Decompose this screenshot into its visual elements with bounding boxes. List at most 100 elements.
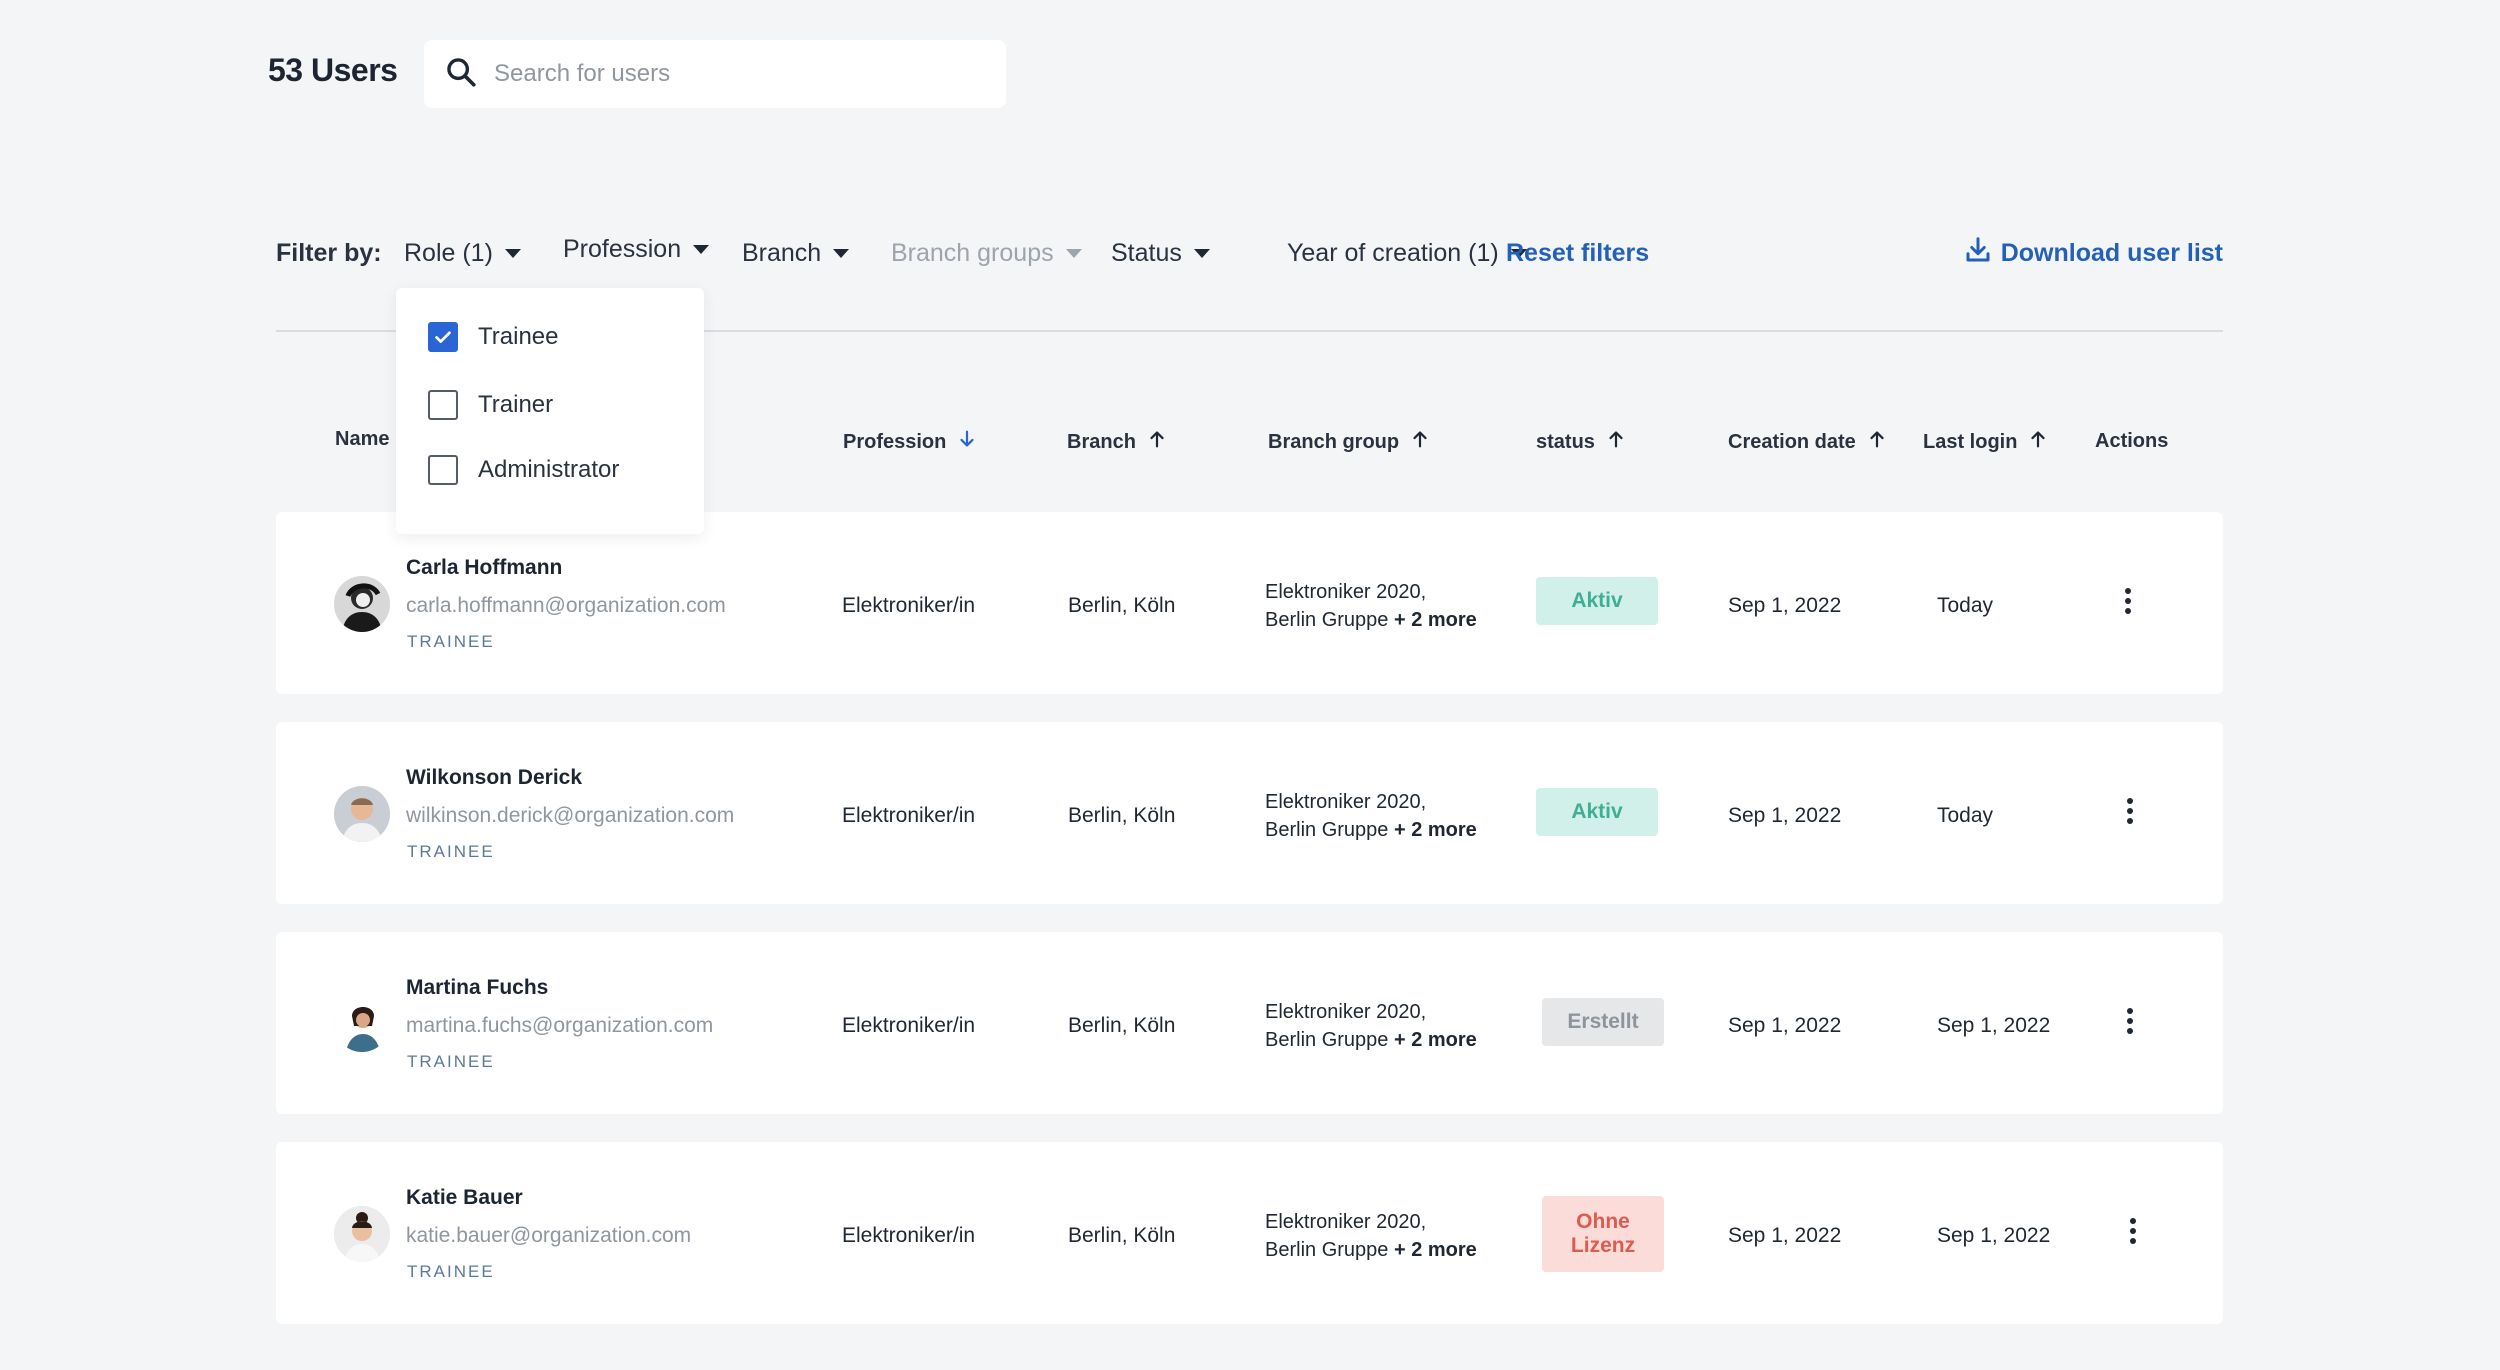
col-header-label: Name	[335, 428, 390, 450]
col-header-status[interactable]: status	[1536, 428, 1627, 456]
branch-group-line2: Berlin Gruppe	[1265, 1239, 1389, 1261]
filter-status-label: Status	[1111, 238, 1182, 267]
table-row[interactable]: Carla Hoffmann carla.hoffmann@organizati…	[276, 512, 2223, 694]
search-input[interactable]	[494, 60, 974, 88]
sort-up-icon[interactable]	[1595, 428, 1627, 456]
role-option-trainer[interactable]: Trainer	[428, 390, 553, 420]
user-name: Katie Bauer	[406, 1186, 523, 1209]
branch-cell: Berlin, Köln	[1068, 1014, 1176, 1037]
filter-profession[interactable]: Profession	[563, 235, 710, 264]
table-row[interactable]: Wilkonson Derick wilkinson.derick@organi…	[276, 722, 2223, 904]
filter-status[interactable]: Status	[1111, 239, 1210, 268]
branch-cell: Berlin, Köln	[1068, 594, 1176, 617]
col-header-creation-date[interactable]: Creation date	[1728, 428, 1888, 456]
avatar	[334, 576, 390, 632]
branch-group-cell: Elektroniker 2020, Berlin Gruppe + 2 mor…	[1265, 578, 1477, 634]
col-header-label: Creation date	[1728, 430, 1856, 453]
last-login-cell: Sep 1, 2022	[1937, 1014, 2051, 1037]
filter-year-of-creation[interactable]: Year of creation (1)	[1287, 239, 1527, 268]
col-header-actions: Actions	[2095, 430, 2168, 453]
last-login-cell: Today	[1937, 594, 1994, 617]
role-option-label: Administrator	[478, 456, 620, 483]
status-badge: Aktiv	[1536, 577, 1658, 625]
branch-cell: Berlin, Köln	[1068, 1224, 1176, 1247]
col-header-branch-group[interactable]: Branch group	[1268, 428, 1431, 456]
search-box[interactable]	[424, 40, 1006, 108]
last-login-cell: Sep 1, 2022	[1937, 1224, 2051, 1247]
branch-group-cell: Elektroniker 2020, Berlin Gruppe + 2 mor…	[1265, 1208, 1477, 1264]
search-icon	[444, 55, 478, 94]
more-actions-button[interactable]	[2119, 1216, 2147, 1250]
branch-group-more-link[interactable]: + 2 more	[1393, 819, 1477, 841]
caret-down-icon	[1193, 248, 1210, 258]
role-option-administrator[interactable]: Administrator	[428, 455, 619, 485]
branch-group-line1: Elektroniker 2020,	[1265, 581, 1427, 603]
checkbox-checked[interactable]	[428, 322, 458, 352]
sort-up-icon[interactable]	[1856, 428, 1888, 456]
creation-date-cell: Sep 1, 2022	[1728, 594, 1842, 617]
branch-cell: Berlin, Köln	[1068, 804, 1176, 827]
filter-role[interactable]: Role (1)	[404, 239, 521, 268]
role-option-trainee[interactable]: Trainee	[428, 322, 558, 352]
checkbox-unchecked[interactable]	[428, 455, 458, 485]
col-header-label: Profession	[843, 430, 947, 453]
col-header-name[interactable]: Name	[335, 428, 389, 451]
col-header-label: Branch	[1067, 430, 1136, 453]
filter-branch[interactable]: Branch	[742, 239, 850, 268]
user-role: TRAINEE	[407, 1262, 495, 1281]
filter-role-label: Role (1)	[404, 238, 493, 267]
role-option-label: Trainer	[478, 391, 554, 418]
sort-up-icon[interactable]	[1399, 428, 1431, 456]
sort-down-icon[interactable]	[946, 428, 978, 456]
checkbox-unchecked[interactable]	[428, 390, 458, 420]
profession-cell: Elektroniker/in	[842, 804, 976, 827]
profession-cell: Elektroniker/in	[842, 1224, 976, 1247]
filter-year-label: Year of creation (1)	[1287, 238, 1499, 267]
user-name: Martina Fuchs	[406, 976, 549, 999]
status-badge: Ohne Lizenz	[1542, 1196, 1664, 1272]
caret-down-icon	[1065, 248, 1082, 258]
creation-date-cell: Sep 1, 2022	[1728, 1224, 1842, 1247]
user-email: carla.hoffmann@organization.com	[406, 594, 726, 617]
reset-filters-link[interactable]: Reset filters	[1506, 238, 1650, 267]
download-user-list-link[interactable]: Download user list	[1963, 235, 2223, 272]
divider	[276, 330, 2223, 332]
filter-profession-label: Profession	[563, 235, 682, 263]
branch-group-line2: Berlin Gruppe	[1265, 819, 1389, 841]
branch-group-more-link[interactable]: + 2 more	[1393, 1239, 1477, 1261]
more-actions-button[interactable]	[2116, 1006, 2144, 1040]
creation-date-cell: Sep 1, 2022	[1728, 1014, 1842, 1037]
filter-branch-groups[interactable]: Branch groups	[891, 239, 1082, 268]
more-actions-button[interactable]	[2114, 586, 2142, 620]
user-role: TRAINEE	[407, 632, 495, 651]
user-count-title: 53 Users	[268, 52, 398, 88]
branch-group-more-link[interactable]: + 2 more	[1393, 1029, 1477, 1051]
branch-group-line1: Elektroniker 2020,	[1265, 1001, 1427, 1023]
branch-group-cell: Elektroniker 2020, Berlin Gruppe + 2 mor…	[1265, 998, 1477, 1054]
profession-cell: Elektroniker/in	[842, 1014, 976, 1037]
user-email: wilkinson.derick@organization.com	[406, 804, 735, 827]
table-row[interactable]: Katie Bauer katie.bauer@organization.com…	[276, 1142, 2223, 1324]
table-row[interactable]: Martina Fuchs martina.fuchs@organization…	[276, 932, 2223, 1114]
col-header-branch[interactable]: Branch	[1067, 428, 1168, 456]
table-header: Name Profession Branch Branch group stat…	[0, 428, 2500, 458]
user-role: TRAINEE	[407, 842, 495, 861]
branch-group-line1: Elektroniker 2020,	[1265, 791, 1427, 813]
col-header-last-login[interactable]: Last login	[1923, 428, 2049, 456]
branch-group-line1: Elektroniker 2020,	[1265, 1211, 1427, 1233]
sort-up-icon[interactable]	[2017, 428, 2049, 456]
kebab-menu-icon	[2125, 797, 2135, 830]
role-dropdown-menu: Trainee Trainer Administrator	[396, 288, 704, 534]
branch-group-more-link[interactable]: + 2 more	[1393, 609, 1477, 631]
avatar	[334, 1206, 390, 1262]
caret-down-icon	[693, 245, 710, 254]
col-header-profession[interactable]: Profession	[843, 428, 978, 456]
user-name: Carla Hoffmann	[406, 556, 563, 579]
user-name: Wilkonson Derick	[406, 766, 583, 789]
status-line2: Lizenz	[1570, 1234, 1636, 1257]
col-header-label: Actions	[2095, 430, 2169, 452]
sort-up-icon[interactable]	[1136, 428, 1168, 456]
col-header-label: Last login	[1923, 430, 2018, 453]
more-actions-button[interactable]	[2116, 796, 2144, 830]
kebab-menu-icon	[2125, 1007, 2135, 1040]
